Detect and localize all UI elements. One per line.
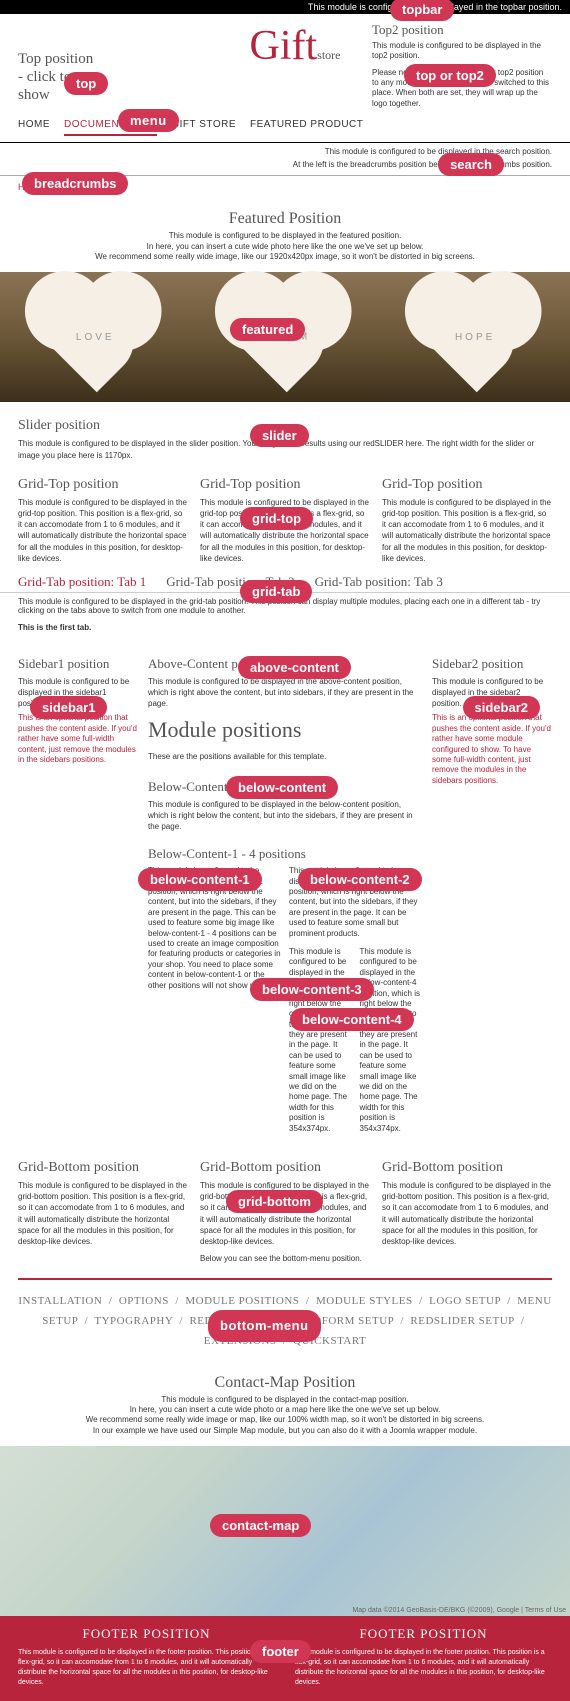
label-contactmap: contact-map [210, 1514, 311, 1537]
menu-item[interactable]: GIFT STORE [171, 119, 236, 136]
label-slider: slider [250, 424, 309, 447]
featured-title: Featured Position [18, 210, 552, 228]
label-breadcrumbs: breadcrumbs [22, 172, 128, 195]
label-top2: top or top2 [404, 64, 496, 87]
contactmap-title: Contact-Map Position [18, 1374, 552, 1392]
label-gridtab: grid-tab [240, 580, 312, 603]
label-gridtop: grid-top [240, 507, 313, 530]
label-footer: footer [250, 1640, 311, 1663]
bottom-menu-item[interactable]: TYPOGRAPHY [94, 1315, 173, 1327]
label-bc2: below-content-2 [298, 868, 422, 891]
featured-image: LOVE DREAM HOPE featured [0, 272, 570, 402]
bottom-menu-item[interactable]: INSTALLATION [18, 1295, 102, 1307]
label-above: above-content [238, 656, 351, 679]
menu-item[interactable]: FEATURED PRODUCT [250, 119, 363, 136]
label-below: below-content [226, 776, 338, 799]
logo[interactable]: Giftstore [218, 22, 372, 109]
footer: FOOTER POSITION This module is configure… [0, 1616, 570, 1701]
bottom-menu-item[interactable]: REDSLIDER SETUP [410, 1315, 514, 1327]
tab[interactable]: Grid-Tab position: Tab 3 [315, 574, 443, 590]
breadcrumb: Home » Module positions breadcrumbs [0, 176, 570, 198]
label-bc1: below-content-1 [138, 868, 262, 891]
menu-item[interactable]: HOME [18, 119, 50, 136]
bottom-menu-item[interactable]: MODULE STYLES [316, 1295, 413, 1307]
map-credit: Map data ©2014 GeoBasis-DE/BKG (©2009), … [352, 1607, 566, 1614]
map[interactable]: contact-map Map data ©2014 GeoBasis-DE/B… [0, 1446, 570, 1616]
label-gridbottom: grid-bottom [226, 1190, 323, 1213]
bottom-menu: INSTALLATION / OPTIONS / MODULE POSITION… [0, 1288, 570, 1361]
top2-desc1: This module is configured to be displaye… [372, 41, 552, 62]
grid-tabs: Grid-Tab position: Tab 1 Grid-Tab positi… [0, 564, 570, 593]
bottom-menu-item[interactable]: LOGO SETUP [429, 1295, 501, 1307]
top2-title: Top2 position [372, 22, 552, 39]
bottom-menu-item[interactable]: MODULE POSITIONS [185, 1295, 299, 1307]
heart-icon: HOPE [420, 283, 530, 393]
heart-icon: LOVE [40, 283, 150, 393]
top-position: Top position - click to show [18, 50, 218, 104]
label-bc4: below-content-4 [290, 1008, 414, 1031]
bottom-menu-item[interactable]: OPTIONS [119, 1295, 169, 1307]
label-sidebar1: sidebar1 [30, 696, 107, 719]
topbar: This module is configured to be displaye… [0, 0, 570, 14]
label-topbar: topbar [390, 0, 454, 21]
page-title: Module positions [148, 717, 422, 743]
label-menu: menu [118, 109, 179, 132]
label-featured: featured [230, 318, 305, 341]
label-search: search [438, 153, 504, 176]
label-bc3: below-content-3 [250, 978, 374, 1001]
label-sidebar2: sidebar2 [463, 696, 540, 719]
main-menu: HOME DOCUMENTATION GIFT STORE FEATURED P… [0, 113, 570, 143]
tab[interactable]: Grid-Tab position: Tab 1 [18, 574, 146, 590]
label-top: top [64, 72, 108, 95]
label-bottommenu: bottom-menu [208, 1310, 321, 1341]
